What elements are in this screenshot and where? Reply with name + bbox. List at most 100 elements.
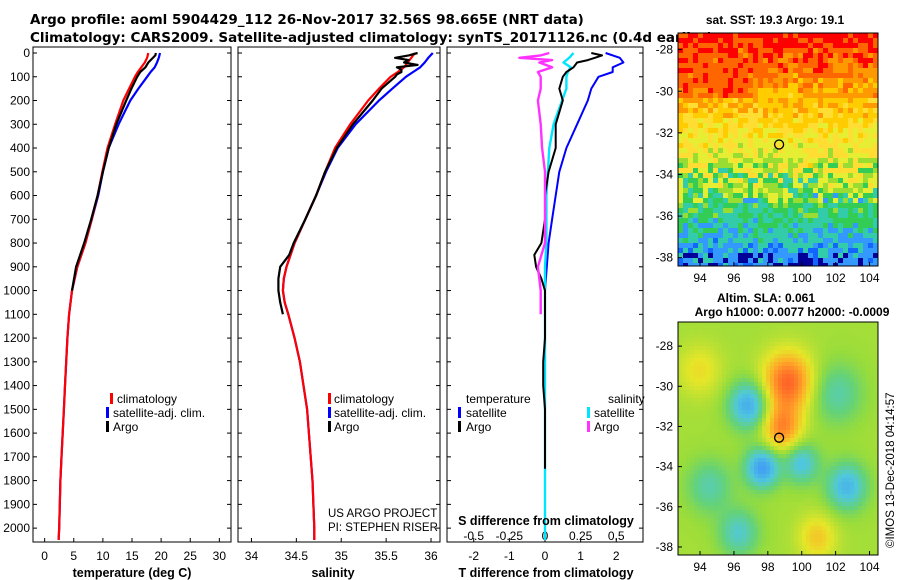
map-cell bbox=[728, 98, 734, 104]
map-cell bbox=[802, 366, 807, 371]
map-cell bbox=[874, 330, 878, 335]
map-cell bbox=[854, 422, 859, 427]
map-cell bbox=[688, 243, 694, 249]
map-cell bbox=[768, 73, 774, 79]
legend-label-t-satellite: satellite bbox=[466, 406, 507, 420]
map-cell bbox=[723, 103, 729, 109]
map-cell bbox=[718, 163, 724, 169]
map-cell bbox=[758, 163, 764, 169]
map-cell bbox=[788, 33, 794, 39]
map-cell bbox=[810, 370, 815, 375]
map-cell bbox=[868, 53, 874, 59]
map-cell bbox=[702, 374, 707, 379]
map-cell bbox=[834, 454, 839, 459]
map-cell bbox=[778, 218, 784, 224]
map-cell bbox=[683, 173, 689, 179]
map-cell bbox=[808, 118, 814, 124]
map-cell bbox=[862, 518, 867, 523]
map-cell bbox=[870, 366, 875, 371]
map-cell bbox=[690, 342, 695, 347]
map-cell bbox=[773, 203, 779, 209]
difference-panel: -2 -1 0 1 2-0.5 -0.25 0 0.25 0.5 T difference fr… bbox=[446, 46, 645, 580]
depth-tick-label: 0 bbox=[23, 46, 30, 60]
map-cell bbox=[754, 510, 759, 515]
map-cell bbox=[778, 38, 784, 44]
map-cell bbox=[742, 378, 747, 383]
map-cell bbox=[698, 498, 703, 503]
map-cell bbox=[763, 158, 769, 164]
map-cell bbox=[773, 153, 779, 159]
map-cell bbox=[762, 350, 767, 355]
map-cell bbox=[758, 203, 764, 209]
map-lon-tick-label: 94 bbox=[693, 271, 707, 285]
map-cell bbox=[843, 243, 849, 249]
map-cell bbox=[686, 414, 691, 419]
map-cell bbox=[754, 334, 759, 339]
map-cell bbox=[758, 490, 763, 495]
map-cell bbox=[870, 490, 875, 495]
map-cell bbox=[822, 406, 827, 411]
map-cell bbox=[770, 470, 775, 475]
map-cell bbox=[766, 398, 771, 403]
map-cell bbox=[690, 530, 695, 535]
map-cell bbox=[743, 68, 749, 74]
map-cell bbox=[814, 326, 819, 331]
map-cell bbox=[770, 502, 775, 507]
map-cell bbox=[858, 374, 863, 379]
map-cell bbox=[838, 168, 844, 174]
map-cell bbox=[710, 546, 715, 551]
map-cell bbox=[713, 203, 719, 209]
map-cell bbox=[823, 43, 829, 49]
map-cell bbox=[778, 474, 783, 479]
map-cell bbox=[818, 502, 823, 507]
map-cell bbox=[678, 434, 683, 439]
map-cell bbox=[698, 486, 703, 491]
map-cell bbox=[842, 458, 847, 463]
map-cell bbox=[682, 422, 687, 427]
map-cell bbox=[710, 542, 715, 547]
map-cell bbox=[866, 342, 871, 347]
map-cell bbox=[798, 163, 804, 169]
map-cell bbox=[683, 218, 689, 224]
map-cell bbox=[788, 233, 794, 239]
map-cell bbox=[843, 83, 849, 89]
map-cell bbox=[723, 98, 729, 104]
map-cell bbox=[694, 486, 699, 491]
map-cell bbox=[742, 494, 747, 499]
map-cell bbox=[718, 502, 723, 507]
map-cell bbox=[862, 466, 867, 471]
map-cell bbox=[866, 518, 871, 523]
map-cell bbox=[834, 434, 839, 439]
map-cell bbox=[854, 494, 859, 499]
map-cell bbox=[818, 538, 823, 543]
map-cell bbox=[854, 406, 859, 411]
map-cell bbox=[858, 502, 863, 507]
map-cell bbox=[688, 113, 694, 119]
map-cell bbox=[834, 414, 839, 419]
map-cell bbox=[874, 354, 878, 359]
map-cell bbox=[743, 143, 749, 149]
map-cell bbox=[688, 73, 694, 79]
map-cell bbox=[688, 128, 694, 134]
map-cell bbox=[818, 402, 823, 407]
map-cell bbox=[788, 243, 794, 249]
map-cell bbox=[714, 546, 719, 551]
map-cell bbox=[826, 474, 831, 479]
map-cell bbox=[768, 83, 774, 89]
map-cell bbox=[806, 370, 811, 375]
map-cell bbox=[848, 258, 854, 264]
map-cell bbox=[862, 438, 867, 443]
map-cell bbox=[678, 63, 684, 69]
map-cell bbox=[830, 390, 835, 395]
map-cell bbox=[846, 530, 851, 535]
map-cell bbox=[823, 168, 829, 174]
map-cell bbox=[874, 358, 878, 363]
map-cell bbox=[750, 486, 755, 491]
map-cell bbox=[678, 238, 684, 244]
map-cell bbox=[874, 470, 878, 475]
map-cell bbox=[683, 103, 689, 109]
map-cell bbox=[838, 502, 843, 507]
map-cell bbox=[773, 88, 779, 94]
sst-map-panel: sat. SST: 19.3 Argo: 19.1 94 96 98 100 102 10… bbox=[656, 13, 880, 285]
map-cell bbox=[678, 414, 683, 419]
